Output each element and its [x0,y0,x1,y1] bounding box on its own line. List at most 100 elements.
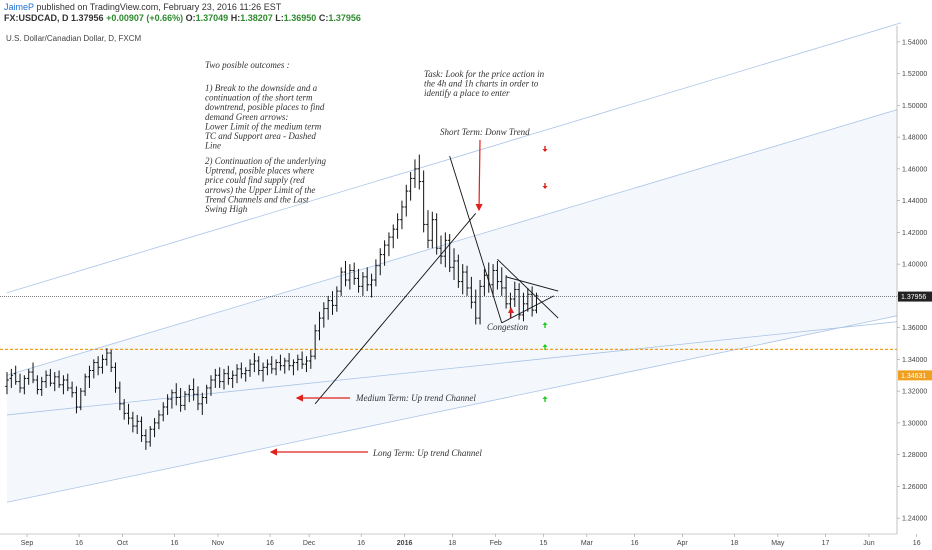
ohlc-bar [148,426,153,447]
ohlc-bar [521,292,526,322]
ohlc-bar [178,387,183,412]
price-tick-label: 1.40000 [902,262,927,269]
price-change: +0.00907 (+0.66%) [106,13,184,23]
price-tick-label: 1.44000 [902,198,927,205]
time-tick-label: Mar [581,540,594,547]
published-text: published on TradingView.com, February 2… [36,2,282,12]
note-line: Uptrend, posible places where [205,166,314,176]
ohlc-bar [118,381,122,411]
price-tick-label: 1.28000 [902,452,927,459]
price-tick-label: 1.54000 [902,39,927,46]
ohlc-bar [274,359,278,376]
ohlc-bar [230,370,235,388]
demand-arrows [542,322,548,402]
price-axis[interactable]: 1.24000 1.26000 1.28000 1.30000 1.32000 1.340… [896,26,932,534]
ohlc-bar [165,394,170,415]
current-price-tag [898,291,932,302]
ohlc-bar [139,416,144,442]
ohlc-bar [295,354,300,371]
ohlc-bar [18,373,22,393]
ohlc-bar [39,376,44,396]
price-tick-label: 1.34000 [902,357,927,364]
ohlc-bar [343,260,348,287]
ohlc-bar [317,311,322,341]
trend-line [505,276,559,292]
ohlc-bar [382,240,387,266]
ohlc-bar [465,265,469,296]
ohlc-bar [213,368,218,388]
open-value: 1.37049 [195,13,229,23]
ohlc-bar [374,259,378,287]
ohlc-bar [352,262,356,285]
author-link[interactable]: JaimeP [4,2,34,12]
note-line: identify a place to enter [424,88,510,98]
last-price: 1.37956 [71,13,104,23]
published-line: JaimeP published on TradingView.com, Feb… [4,2,281,12]
channel-line-long [6,314,902,503]
ohlc-bar [456,254,461,288]
low-label: L: [275,13,284,23]
ohlc-bar [157,410,161,430]
time-tick-label: 17 [822,540,830,547]
ohlc-bar [330,291,335,315]
low-value: 1.36950 [283,13,317,23]
ohlc-bar [243,367,248,382]
price-tick-label: 1.26000 [902,484,927,491]
time-tick-label: Sep [21,540,34,547]
ohlc-bar [473,289,478,325]
green-arrow-icon [542,322,548,328]
trend-line [449,156,503,323]
trend-line [501,295,555,324]
ohlc-bar [439,235,443,265]
ohlc-bar [339,267,343,296]
ohlc-bar [361,272,365,296]
ohlc-bar [26,368,31,385]
ohlc-bar [322,302,326,328]
ohlc-bar [508,292,513,319]
chart-header: JaimeP published on TradingView.com, Feb… [0,0,932,24]
note-line: 1) Break to the downside and a [205,83,318,93]
ohlc-bar [196,386,200,411]
ohlc-bar [217,367,222,388]
ohlc-bar [170,389,174,409]
ohlc-bar [291,359,296,376]
ohlc-bar [9,368,14,388]
price-tick-label: 1.24000 [902,516,927,523]
ohlc-bars [5,154,539,450]
ohlc-bar [44,370,48,388]
ohlc-bar [209,375,213,396]
ohlc-bar [22,375,27,395]
ohlc-bar [278,354,283,371]
ohlc-bar [222,368,226,390]
ohlc-bar [387,232,391,257]
ohlc-bar [426,210,430,249]
ohlc-bar [248,359,252,377]
channel-line-medium [6,22,902,294]
ohlc-bar [187,384,192,403]
trend-lines [314,156,559,405]
close-value: 1.37956 [328,13,361,23]
close-label: C: [318,13,329,23]
ohlc-bar [105,348,109,366]
ohlc-bar [256,356,261,376]
ohlc-bar [365,267,370,292]
time-axis[interactable]: Sep 16 Oct 16 Nov 16 Dec 16 2016 18 Feb 15 Mar 16 Apr 1… [0,533,921,547]
ohlc-bar [122,399,126,420]
ohlc-bar [408,172,413,201]
ohlc-bar [100,354,105,374]
ohlc-bar [239,362,244,379]
time-tick-label: Feb [490,540,502,547]
time-tick-label: Dec [303,540,316,547]
ohlc-bar [499,267,504,296]
high-label: H: [230,13,241,23]
ohlc-bar [304,356,309,373]
channel-lines [6,22,902,503]
ohlc-bar [309,349,313,369]
time-tick-label: 18 [731,540,739,547]
grid-lines [0,296,897,350]
ohlc-bar [152,418,157,438]
time-tick-label: Nov [212,540,225,547]
time-tick-label: 16 [171,540,179,547]
